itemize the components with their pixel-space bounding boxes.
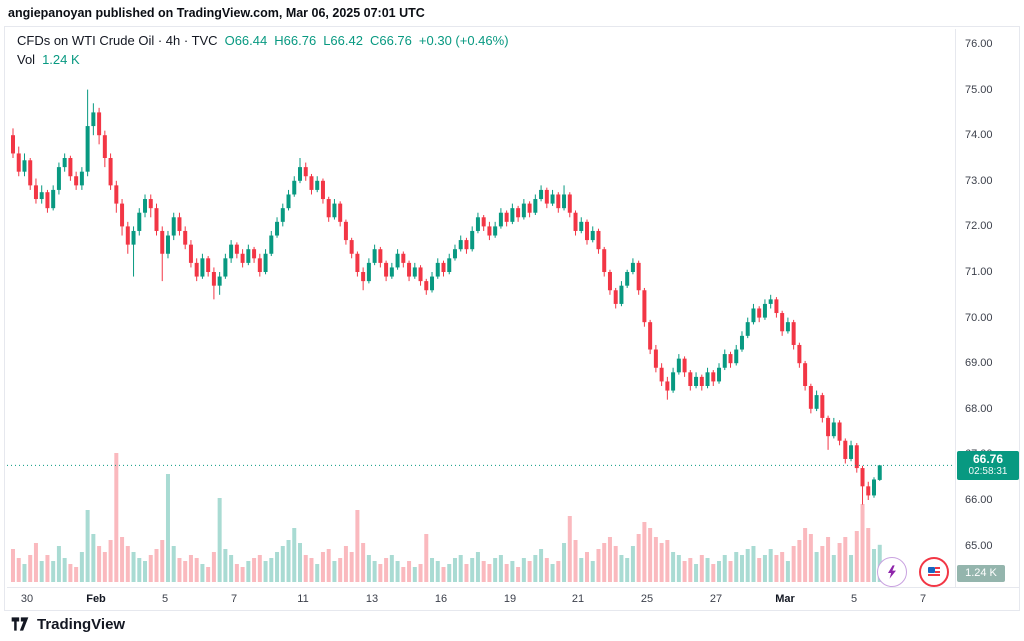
price-axis-label: 74.00 (965, 129, 993, 141)
candles-layer (11, 89, 882, 505)
price-axis-label: 70.00 (965, 312, 993, 324)
ohlc-open: O66.44 (224, 33, 268, 48)
price-axis-label: 65.00 (965, 540, 993, 552)
bar-countdown: 02:58:31 (968, 466, 1008, 477)
time-axis-label: 27 (709, 593, 723, 605)
price-axis-label: 68.00 (965, 403, 993, 415)
volume-bars-layer (11, 453, 882, 582)
price-axis-label: 73.00 (965, 175, 993, 187)
tradingview-brand-link[interactable]: TradingView (10, 614, 125, 634)
last-price-badge: 66.76 02:58:31 (957, 451, 1019, 480)
brand-text: TradingView (37, 615, 126, 633)
time-axis-label: 25 (640, 593, 654, 605)
attribution-text: angiepanoyan published on TradingView.co… (8, 6, 425, 20)
ohlc-low: L66.42 (323, 33, 363, 48)
time-axis-label: 5 (850, 593, 858, 605)
time-axis-label: 30 (20, 593, 34, 605)
price-axis-label: 66.00 (965, 494, 993, 506)
us-flag-event-button[interactable] (919, 557, 949, 587)
price-axis-label: 71.00 (965, 266, 993, 278)
volume-label: Vol (17, 52, 36, 67)
price-axis-label: 69.00 (965, 357, 993, 369)
time-axis-label: 19 (503, 593, 517, 605)
time-axis-label: 21 (571, 593, 585, 605)
chart-legend: CFDs on WTI Crude Oil · 4h · TVC O66.44 … (17, 33, 509, 67)
price-axis-label: 76.00 (965, 38, 993, 50)
time-axis-label: 11 (297, 593, 309, 605)
us-flag-icon (928, 567, 940, 576)
ohlc-close: C66.76 (369, 33, 412, 48)
candlestick-chart[interactable] (7, 29, 955, 587)
time-axis-label: 7 (230, 593, 238, 605)
time-axis-label: 16 (434, 593, 448, 605)
ohlc-high: H66.76 (274, 33, 317, 48)
chart-widget: CFDs on WTI Crude Oil · 4h · TVC O66.44 … (4, 26, 1020, 611)
price-axis[interactable]: 76.00 75.00 74.00 73.00 72.00 71.00 70.00 69.00… (955, 29, 1019, 587)
symbol-title[interactable]: CFDs on WTI Crude Oil · 4h · TVC (17, 33, 218, 48)
time-axis[interactable]: 30 Feb 5 7 11 13 16 19 21 25 27 Mar 5 7 (7, 587, 1019, 610)
lightning-bolt-icon (888, 565, 896, 579)
instant-trading-button[interactable] (877, 557, 907, 587)
last-price-value: 66.76 (972, 452, 1004, 466)
price-axis-label: 75.00 (965, 84, 993, 96)
time-axis-label: 7 (919, 593, 927, 605)
volume-value: 1.24 K (42, 52, 80, 67)
time-axis-label: 13 (365, 593, 379, 605)
time-axis-label: Feb (86, 593, 106, 605)
price-axis-label: 72.00 (965, 220, 993, 232)
tradingview-logo-icon (11, 617, 29, 631)
price-change: +0.30 (+0.46%) (418, 33, 509, 48)
time-axis-label: 5 (161, 593, 169, 605)
volume-axis-badge: 1.24 K (957, 565, 1005, 582)
time-axis-label: Mar (775, 593, 795, 605)
